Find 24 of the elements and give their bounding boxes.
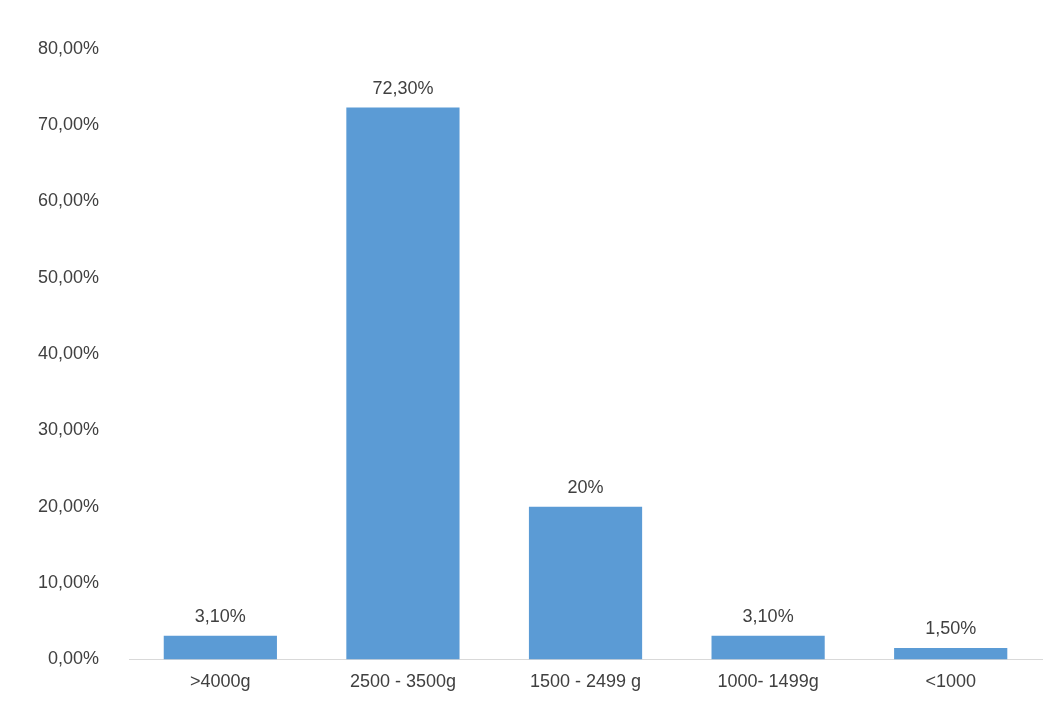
y-tick-label: 40,00%: [37, 343, 100, 364]
bar: [346, 107, 460, 660]
x-tick-label: 1500 - 2499 g: [529, 671, 642, 692]
x-tick-label: 2500 - 3500g: [349, 671, 456, 692]
y-tick-label: 30,00%: [37, 419, 100, 440]
data-label: 3,10%: [742, 605, 794, 626]
y-tick-label: 20,00%: [37, 495, 100, 516]
y-tick-label: 80,00%: [37, 37, 100, 58]
bar: [711, 635, 825, 660]
y-tick-label: 70,00%: [37, 114, 100, 135]
x-tick-label: >4000g: [190, 671, 251, 692]
bar: [528, 506, 643, 660]
bar: [163, 635, 277, 660]
data-label: 20%: [567, 476, 604, 497]
x-tick-label: <1000: [925, 671, 976, 692]
x-tick-label: 1000- 1499g: [717, 671, 819, 692]
data-label: 1,50%: [925, 617, 977, 638]
y-tick-label: 10,00%: [37, 572, 100, 593]
data-label: 3,10%: [194, 605, 246, 626]
y-tick-label: 0,00%: [48, 648, 100, 669]
bar: [894, 647, 1008, 660]
data-label: 72,30%: [372, 77, 434, 98]
y-tick-label: 50,00%: [37, 266, 100, 287]
y-tick-label: 60,00%: [37, 190, 100, 211]
